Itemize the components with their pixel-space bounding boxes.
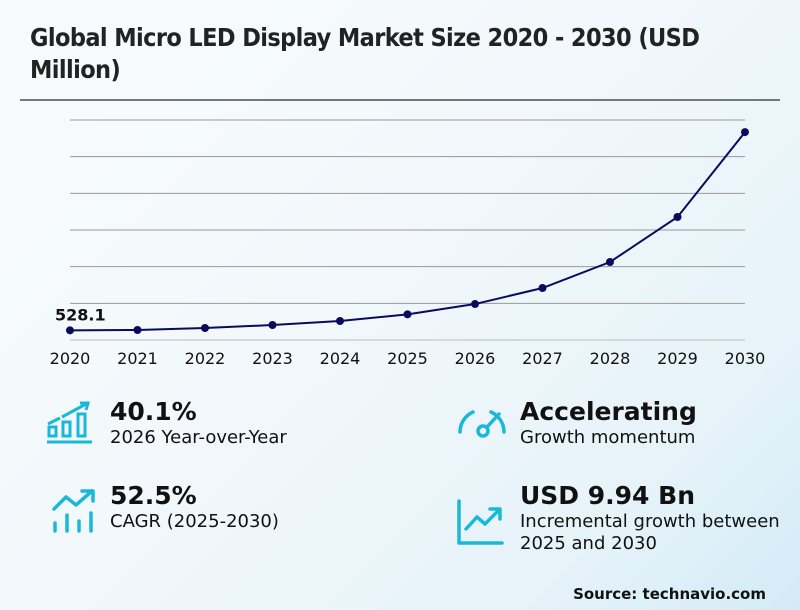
line-chart: 2020 2021 2022 2023 2024 2025 2026 2027 2028 2029…	[50, 119, 766, 368]
x-tick-label: 2029	[657, 349, 698, 368]
x-tick-label: 2021	[117, 349, 158, 368]
stat-label: Incremental growth between 2025 and 2030	[520, 511, 780, 554]
stat-value: USD 9.94 Bn	[520, 481, 695, 510]
data-point-2025	[403, 310, 412, 319]
x-tick-label: 2024	[320, 349, 361, 368]
stat-value: Accelerating	[520, 397, 697, 426]
data-point-2030	[741, 128, 749, 137]
stat-momentum: Accelerating Growth momentum	[520, 397, 697, 449]
x-tick-label: 2022	[185, 349, 226, 368]
data-point-2024	[336, 317, 344, 326]
stat-label: 2026 Year-over-Year	[110, 427, 287, 448]
chart-title: Global Micro LED Display Market Size 202…	[30, 23, 700, 84]
data-label: 528.1	[55, 305, 106, 324]
trend-up-bars-icon	[52, 489, 95, 533]
data-point-2021	[133, 326, 142, 335]
stat-label: Growth momentum	[520, 427, 696, 448]
source-credit: Source: technavio.com	[573, 585, 766, 603]
data-point-2022	[201, 324, 209, 333]
data-point-2027	[538, 284, 547, 293]
x-tick-label: 2027	[522, 349, 563, 368]
stat-cagr: 52.5% CAGR (2025-2030)	[110, 481, 279, 533]
title-divider	[20, 99, 780, 101]
x-tick-label: 2028	[590, 349, 631, 368]
stat-value: 52.5%	[110, 481, 197, 510]
data-point-2020	[66, 326, 74, 335]
data-point-2029	[673, 213, 682, 222]
x-tick-label: 2026	[455, 349, 496, 368]
stat-yoy: 40.1% 2026 Year-over-Year	[110, 397, 287, 449]
speedometer-icon	[458, 410, 506, 438]
data-point-2028	[606, 258, 614, 267]
x-tick-label: 2025	[387, 349, 428, 368]
stat-label: CAGR (2025-2030)	[110, 511, 279, 532]
data-point-2026	[471, 300, 479, 309]
stat-value: 40.1%	[110, 397, 197, 426]
x-tick-label: 2023	[252, 349, 293, 368]
x-tick-label: 2030	[725, 349, 766, 368]
stat-incremental: USD 9.94 Bn Incremental growth between 2…	[520, 481, 780, 555]
bar-chart-growth-icon	[47, 401, 92, 444]
x-tick-label: 2020	[50, 349, 91, 368]
data-point-2023	[268, 321, 277, 330]
line-chart-up-icon	[457, 499, 504, 545]
series-line	[69, 131, 746, 332]
